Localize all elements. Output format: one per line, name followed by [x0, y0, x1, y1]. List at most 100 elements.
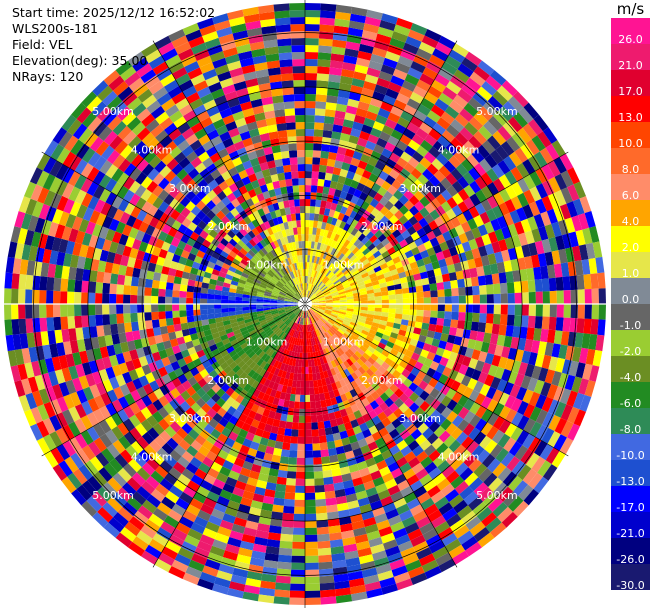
velocity-gate	[371, 262, 380, 269]
velocity-gate	[333, 210, 341, 219]
velocity-gate	[343, 239, 351, 248]
velocity-gate	[159, 325, 169, 335]
velocity-gate	[289, 590, 305, 598]
velocity-gate	[158, 288, 166, 297]
velocity-gate	[74, 304, 82, 317]
velocity-gate	[296, 450, 305, 458]
velocity-gate	[311, 255, 316, 263]
velocity-gate	[362, 227, 371, 237]
velocity-gate	[324, 483, 335, 492]
velocity-gate	[294, 394, 301, 402]
velocity-gate	[305, 590, 321, 598]
velocity-gate	[313, 136, 323, 144]
velocity-gate	[365, 231, 375, 240]
velocity-gate	[348, 164, 358, 174]
velocity-gate	[591, 288, 599, 304]
velocity-gate	[527, 216, 538, 231]
velocity-gate	[484, 154, 498, 169]
velocity-gate	[312, 164, 320, 172]
velocity-gate	[454, 224, 465, 236]
velocity-gate	[548, 316, 557, 331]
velocity-gate	[535, 304, 543, 317]
velocity-gate	[343, 155, 353, 165]
velocity-gate	[327, 271, 334, 278]
velocity-gate	[534, 279, 543, 292]
velocity-gate	[422, 256, 432, 266]
velocity-gate	[284, 492, 296, 500]
velocity-gate	[504, 170, 518, 185]
velocity-gate	[578, 213, 589, 230]
velocity-gate	[305, 583, 320, 591]
velocity-gate	[305, 38, 319, 46]
velocity-gate	[387, 81, 402, 93]
velocity-gate	[476, 86, 493, 102]
velocity-gate	[485, 75, 502, 91]
velocity-gate	[422, 284, 431, 292]
velocity-gate	[116, 284, 124, 295]
velocity-gate	[372, 47, 388, 58]
velocity-gate	[412, 179, 424, 191]
velocity-gate	[329, 274, 337, 281]
velocity-gate	[331, 293, 339, 297]
velocity-gate	[361, 30, 378, 41]
velocity-gate	[381, 237, 390, 247]
velocity-gate	[384, 118, 398, 130]
velocity-gate	[390, 268, 399, 276]
velocity-gate	[308, 262, 312, 270]
velocity-gate	[458, 232, 469, 244]
velocity-gate	[296, 457, 305, 465]
velocity-gate	[363, 117, 376, 128]
velocity-gate	[564, 217, 576, 234]
velocity-gate	[272, 95, 284, 104]
velocity-gate	[465, 304, 473, 313]
velocity-gate	[305, 101, 316, 109]
velocity-gate	[324, 172, 333, 181]
velocity-gate	[379, 20, 396, 31]
velocity-gate	[340, 255, 348, 263]
velocity-gate	[353, 238, 362, 247]
velocity-gate	[305, 276, 307, 283]
velocity-gate	[11, 273, 20, 289]
velocity-gate	[109, 283, 117, 295]
velocity-gate	[312, 270, 316, 278]
velocity-gate	[319, 283, 325, 290]
velocity-gate	[151, 295, 159, 304]
velocity-gate	[402, 304, 410, 310]
velocity-gate	[318, 561, 333, 570]
velocity-gate	[506, 282, 515, 294]
velocity-gate	[375, 176, 386, 187]
velocity-gate	[339, 275, 347, 282]
velocity-gate	[516, 207, 528, 222]
velocity-gate	[443, 281, 452, 290]
velocity-gate	[542, 304, 550, 317]
velocity-gate	[354, 275, 363, 282]
velocity-gate	[356, 262, 364, 270]
velocity-gate	[359, 255, 368, 263]
velocity-gate	[478, 245, 488, 257]
velocity-gate	[322, 215, 329, 223]
velocity-gate	[375, 114, 388, 125]
velocity-gate	[397, 184, 408, 195]
velocity-gate	[429, 237, 440, 248]
velocity-gate	[388, 308, 396, 314]
velocity-gate	[423, 290, 431, 298]
velocity-gate	[328, 209, 336, 218]
velocity-gate	[416, 297, 424, 304]
velocity-gate	[283, 498, 295, 507]
velocity-gate	[314, 288, 320, 295]
velocity-gate	[311, 298, 319, 302]
velocity-gate	[179, 304, 187, 311]
velocity-gate	[334, 269, 342, 276]
velocity-gate	[309, 284, 313, 291]
velocity-gate	[405, 36, 422, 49]
velocity-gate	[431, 79, 447, 93]
velocity-gate	[323, 476, 334, 485]
velocity-gate	[151, 287, 159, 297]
velocity-gate	[297, 366, 302, 374]
velocity-gate	[374, 202, 385, 212]
velocity-gate	[339, 220, 347, 230]
velocity-gate	[484, 323, 493, 334]
velocity-gate	[416, 48, 433, 61]
velocity-gate	[338, 293, 347, 297]
velocity-gate	[316, 292, 324, 297]
